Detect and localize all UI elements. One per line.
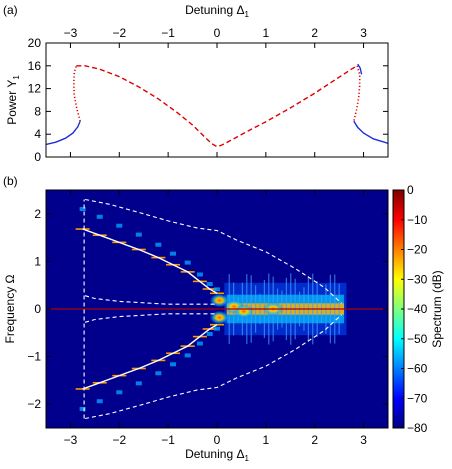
boundary-lower-outer bbox=[84, 314, 342, 420]
colorbar-tick-label: −60 bbox=[407, 362, 428, 376]
sideband-cyan-mark bbox=[206, 331, 213, 336]
sideband-cyan-mark bbox=[214, 326, 220, 331]
b-xtick-label: 1 bbox=[263, 433, 270, 447]
b-xtick-label: 2 bbox=[311, 433, 318, 447]
a-xtick-label: 0 bbox=[214, 26, 221, 40]
power-curve-dotted-1 bbox=[72, 65, 81, 122]
b-ytick-label: 2 bbox=[34, 207, 41, 221]
panel-a-label: (a) bbox=[3, 3, 18, 17]
b-ytick-label: −2 bbox=[27, 397, 41, 411]
a-ytick-label: 12 bbox=[28, 82, 42, 96]
panel-a-frame bbox=[45, 42, 389, 158]
b-xtick-label: −2 bbox=[112, 433, 126, 447]
colorbar-tick-label: −40 bbox=[407, 302, 428, 316]
a-ytick-label: 0 bbox=[34, 150, 41, 164]
power-curve-dashed-2 bbox=[76, 65, 358, 148]
sideband-cyan-mark bbox=[196, 341, 203, 346]
sideband-cyan-mark bbox=[96, 214, 103, 219]
panel-a-series bbox=[46, 63, 388, 148]
sideband-cyan-mark bbox=[214, 287, 220, 292]
colorbar-label: Spectrum (dB) bbox=[430, 270, 444, 347]
a-xtick-label: −3 bbox=[64, 26, 78, 40]
upper-sideband-curve bbox=[82, 228, 218, 294]
sideband-cyan-mark bbox=[135, 381, 142, 386]
colorbar-tick-label: −80 bbox=[407, 421, 428, 435]
a-ytick-label: 8 bbox=[34, 104, 41, 118]
boundary-upper-inner bbox=[84, 295, 217, 305]
sideband-cyan-mark bbox=[135, 232, 142, 237]
panel-a-ylabel: Power Y1 bbox=[5, 75, 21, 125]
b-ytick-label: 0 bbox=[34, 302, 41, 316]
a-ytick-label: 16 bbox=[28, 59, 42, 73]
sideband-cyan-mark bbox=[116, 223, 123, 228]
panel-b-xlabel: Detuning Δ1 bbox=[185, 447, 249, 463]
a-xtick-label: −1 bbox=[161, 26, 175, 40]
panel-b-label: (b) bbox=[3, 174, 18, 188]
power-curve-dotted-3 bbox=[353, 65, 361, 122]
colorbar-tick-label: −50 bbox=[407, 332, 428, 346]
a-ytick-label: 4 bbox=[34, 127, 41, 141]
a-xtick-label: −2 bbox=[112, 26, 126, 40]
panel-b-ylabel: Frequency Ω bbox=[3, 274, 17, 343]
lower-sideband-curve bbox=[82, 324, 218, 390]
a-xtick-label: 1 bbox=[263, 26, 270, 40]
boundary-lower-inner bbox=[84, 313, 217, 323]
spectral-blob bbox=[209, 310, 230, 325]
sideband-cyan-mark bbox=[79, 207, 86, 212]
sideband-cyan-mark bbox=[116, 390, 123, 395]
colorbar-ticks: 0 −10 −20 −30 −40 −50 −60 −70 −80 bbox=[401, 183, 428, 435]
sideband-cyan-mark bbox=[79, 406, 86, 411]
sideband-cyan-mark bbox=[206, 282, 213, 287]
b-ytick-label: 1 bbox=[34, 254, 41, 268]
b-xtick-label: −3 bbox=[64, 433, 78, 447]
panel-b-ticks: −3 −2 −1 0 1 2 3 −2 −1 0 1 2 bbox=[27, 190, 388, 447]
sideband-cyan-mark bbox=[170, 362, 177, 367]
panel-b-heatmap bbox=[46, 190, 388, 428]
sideband-cyan-mark bbox=[155, 242, 162, 247]
a-xtick-label: 2 bbox=[311, 26, 318, 40]
b-ytick-label: −1 bbox=[27, 350, 41, 364]
b-xtick-label: 0 bbox=[214, 433, 221, 447]
colorbar-tick-label: −20 bbox=[407, 243, 428, 257]
power-curve-solid-0 bbox=[46, 120, 81, 146]
colorbar-tick-label: −10 bbox=[407, 213, 428, 227]
sideband-cyan-mark bbox=[96, 399, 103, 404]
sideband-cyan-mark bbox=[184, 353, 191, 358]
sideband-cyan-mark bbox=[155, 371, 162, 376]
b-xtick-label: 3 bbox=[360, 433, 367, 447]
power-curve-solid-5 bbox=[353, 120, 388, 144]
colorbar-tick-label: −30 bbox=[407, 272, 428, 286]
a-ytick-label: 20 bbox=[28, 36, 42, 50]
colorbar-tick-label: 0 bbox=[407, 183, 414, 197]
boundary-upper-outer bbox=[84, 198, 342, 304]
sideband-cyan-mark bbox=[196, 272, 203, 277]
b-xtick-label: −1 bbox=[161, 433, 175, 447]
spectral-blob bbox=[233, 304, 254, 319]
panel-a-xlabel: Detuning Δ1 bbox=[185, 3, 249, 19]
sideband-cyan-mark bbox=[170, 251, 177, 256]
colorbar-tick-label: −70 bbox=[407, 391, 428, 405]
power-curve-solid-4 bbox=[357, 63, 363, 75]
a-xtick-label: 3 bbox=[360, 26, 367, 40]
sideband-cyan-mark bbox=[184, 260, 191, 265]
